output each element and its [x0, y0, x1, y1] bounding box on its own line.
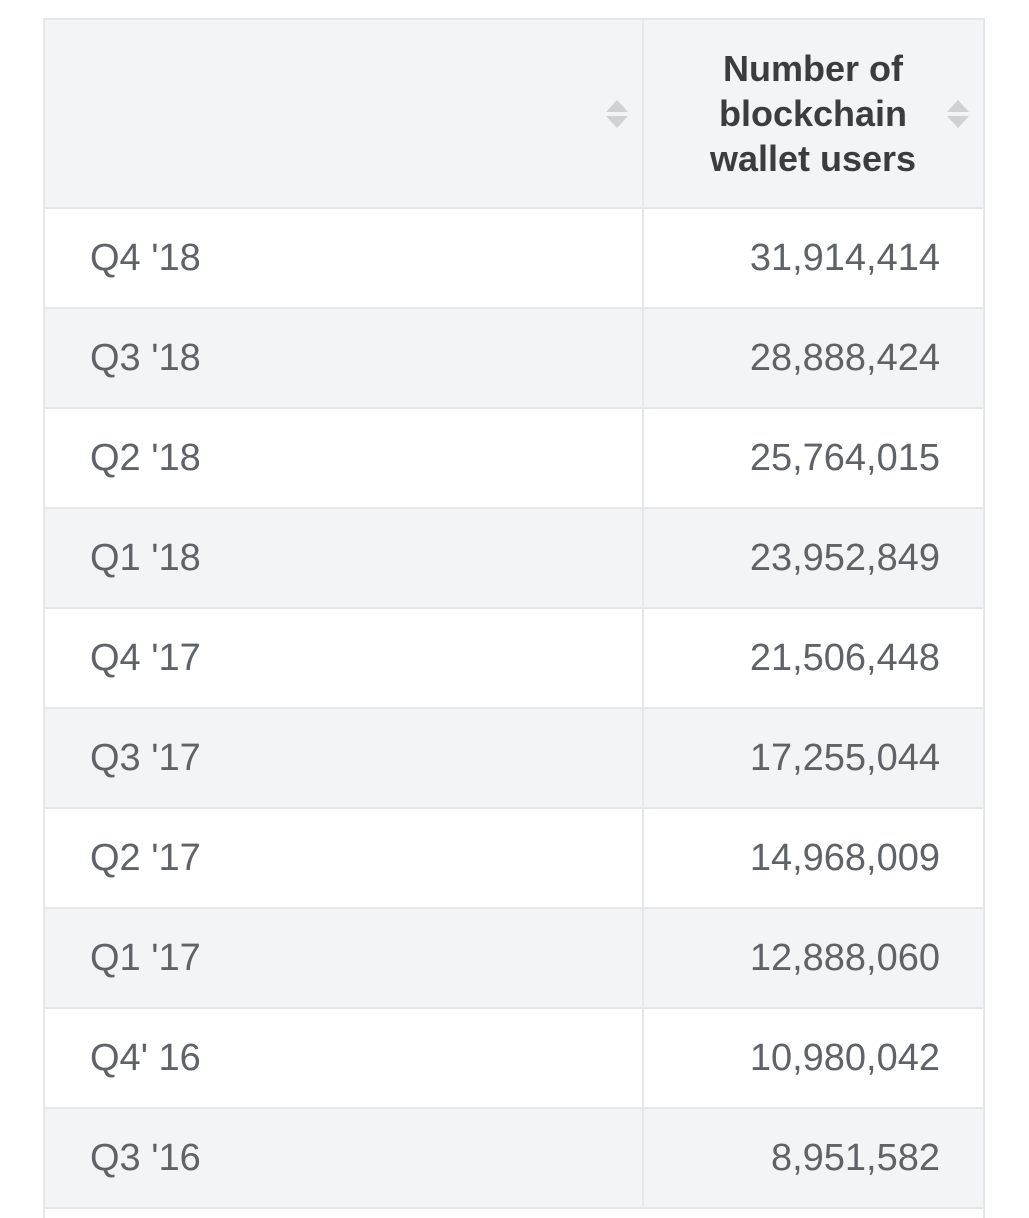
table-row: Q1 '18 23,952,849 [45, 508, 983, 609]
quarter-label: Q2 '17 [45, 808, 643, 909]
wallet-users-value: 23,952,849 [642, 508, 983, 609]
data-table: Number of blockchain wallet users Q4 '18… [45, 20, 983, 1209]
header-label-wallet-users: Number of blockchain wallet users [709, 48, 917, 179]
header-cell-label[interactable] [45, 20, 643, 209]
quarter-label: Q2 '18 [45, 408, 643, 509]
wallet-users-value: 10,980,042 [642, 1008, 983, 1109]
table-row: Q2 '17 14,968,009 [45, 808, 983, 909]
table-row: Q4 '18 31,914,414 [45, 208, 983, 309]
wallet-users-value: 21,506,448 [642, 608, 983, 709]
quarter-label: Q3 '17 [45, 708, 643, 809]
table-header: Number of blockchain wallet users [45, 20, 983, 209]
wallet-users-value: 8,951,582 [642, 1108, 983, 1209]
quarter-label: Q3 '16 [45, 1108, 643, 1209]
quarter-label: Q4 '17 [45, 608, 643, 709]
quarter-label: Q4' 16 [45, 1008, 643, 1109]
table-row: Q4' 16 10,980,042 [45, 1008, 983, 1109]
table-row: Q2 '18 25,764,015 [45, 408, 983, 509]
wallet-users-value: 28,888,424 [642, 308, 983, 409]
data-table-container: Number of blockchain wallet users Q4 '18… [43, 18, 985, 1218]
table-row: Q1 '17 12,888,060 [45, 908, 983, 1009]
header-row: Number of blockchain wallet users [45, 20, 983, 209]
table-row: Q4 '17 21,506,448 [45, 608, 983, 709]
wallet-users-value: 12,888,060 [642, 908, 983, 1009]
sort-icon[interactable] [606, 97, 628, 131]
wallet-users-value: 17,255,044 [642, 708, 983, 809]
quarter-label: Q4 '18 [45, 208, 643, 309]
wallet-users-value: 25,764,015 [642, 408, 983, 509]
wallet-users-value: 14,968,009 [642, 808, 983, 909]
quarter-label: Q1 '18 [45, 508, 643, 609]
table-row: Q3 '17 17,255,044 [45, 708, 983, 809]
table-row: Q3 '16 8,951,582 [45, 1108, 983, 1209]
table-row: Q3 '18 28,888,424 [45, 308, 983, 409]
sort-icon[interactable] [947, 97, 969, 131]
wallet-users-value: 31,914,414 [642, 208, 983, 309]
quarter-label: Q3 '18 [45, 308, 643, 409]
quarter-label: Q1 '17 [45, 908, 643, 1009]
table-body: Q4 '18 31,914,414 Q3 '18 28,888,424 Q2 '18 25… [45, 208, 983, 1209]
header-cell-wallet-users[interactable]: Number of blockchain wallet users [642, 20, 983, 209]
